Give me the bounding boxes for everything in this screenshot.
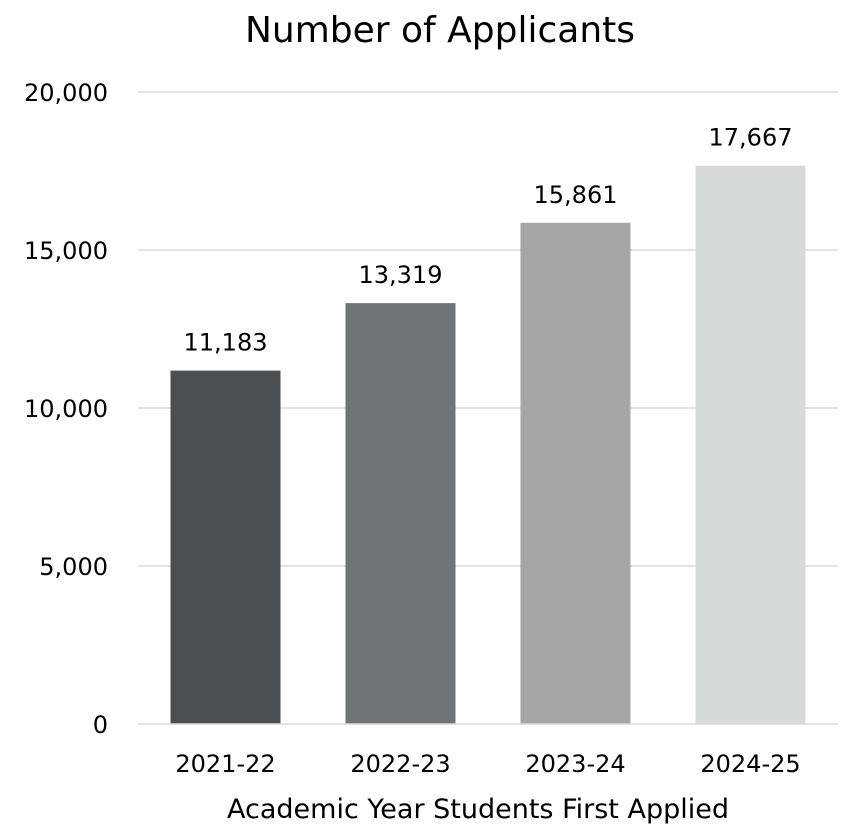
chart-title: Number of Applicants xyxy=(245,10,635,51)
data-label: 17,667 xyxy=(709,124,793,152)
x-axis-tick-labels: 2021-22 2022-23 2023-24 2024-25 xyxy=(175,750,800,778)
bar-2023-24 xyxy=(520,222,631,724)
data-label: 11,183 xyxy=(184,329,268,357)
x-tick-label: 2024-25 xyxy=(700,750,800,778)
y-tick-label: 5,000 xyxy=(39,553,108,581)
y-tick-label: 10,000 xyxy=(24,395,108,423)
y-axis-tick-labels: 0 5,000 10,000 15,000 20,000 xyxy=(24,79,108,739)
x-axis-title: Academic Year Students First Applied xyxy=(227,794,729,825)
x-tick-label: 2023-24 xyxy=(525,750,625,778)
data-label: 15,861 xyxy=(534,181,618,209)
bar-2022-23 xyxy=(345,303,456,724)
bar-2021-22 xyxy=(170,370,281,724)
bar-2024-25 xyxy=(695,165,806,725)
data-labels: 11,183 13,319 15,861 17,667 xyxy=(184,124,793,357)
data-label: 13,319 xyxy=(359,261,443,289)
y-tick-label: 15,000 xyxy=(24,237,108,265)
y-tick-label: 20,000 xyxy=(24,79,108,107)
x-tick-label: 2022-23 xyxy=(350,750,450,778)
bars xyxy=(170,165,806,725)
x-tick-label: 2021-22 xyxy=(175,750,275,778)
y-tick-label: 0 xyxy=(93,711,108,739)
